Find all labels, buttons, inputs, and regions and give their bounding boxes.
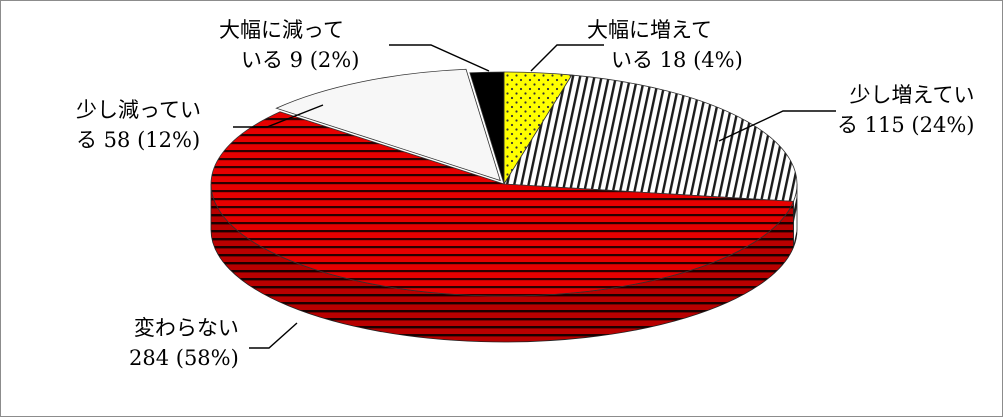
leader-line-slight-increase	[718, 110, 836, 142]
label-slight-increase-line2: る 115 (24%)	[837, 113, 975, 137]
leader-line-slight-decrease	[233, 104, 324, 128]
label-large-increase-line2: いる 18 (4%)	[611, 48, 743, 72]
label-large-increase: 大幅に増えて いる 18 (4%)	[587, 15, 743, 75]
label-slight-increase-line1: 少し増えてい	[849, 83, 975, 107]
pie-slice-slight-increase	[503, 74, 798, 202]
label-slight-increase: 少し増えてい る 115 (24%)	[837, 80, 975, 140]
label-large-decrease-line2: いる 9 (2%)	[241, 48, 360, 72]
label-no-change-line2: 284 (58%)	[129, 346, 239, 370]
leader-lines	[233, 44, 836, 349]
leader-line-no-change	[249, 322, 298, 349]
label-large-decrease-line1: 大幅に減って	[219, 18, 344, 42]
label-large-decrease: 大幅に減って いる 9 (2%)	[219, 15, 359, 75]
label-large-increase-line1: 大幅に増えて	[587, 18, 712, 42]
pie-slice-slight-decrease	[275, 68, 501, 182]
label-no-change: 変わらない 284 (58%)	[129, 313, 239, 373]
label-no-change-line1: 変わらない	[133, 316, 239, 340]
label-slight-decrease-line2: る 58 (12%)	[76, 128, 201, 152]
pie-slice-large-decrease	[469, 71, 505, 185]
pie-slice-no-change	[210, 111, 795, 297]
leader-line-large-increase	[530, 44, 604, 72]
label-slight-decrease-line1: 少し減ってい	[76, 98, 201, 122]
leader-line-large-decrease	[389, 44, 490, 72]
pie-top-group	[210, 68, 798, 297]
label-slight-decrease: 少し減ってい る 58 (12%)	[76, 95, 201, 155]
